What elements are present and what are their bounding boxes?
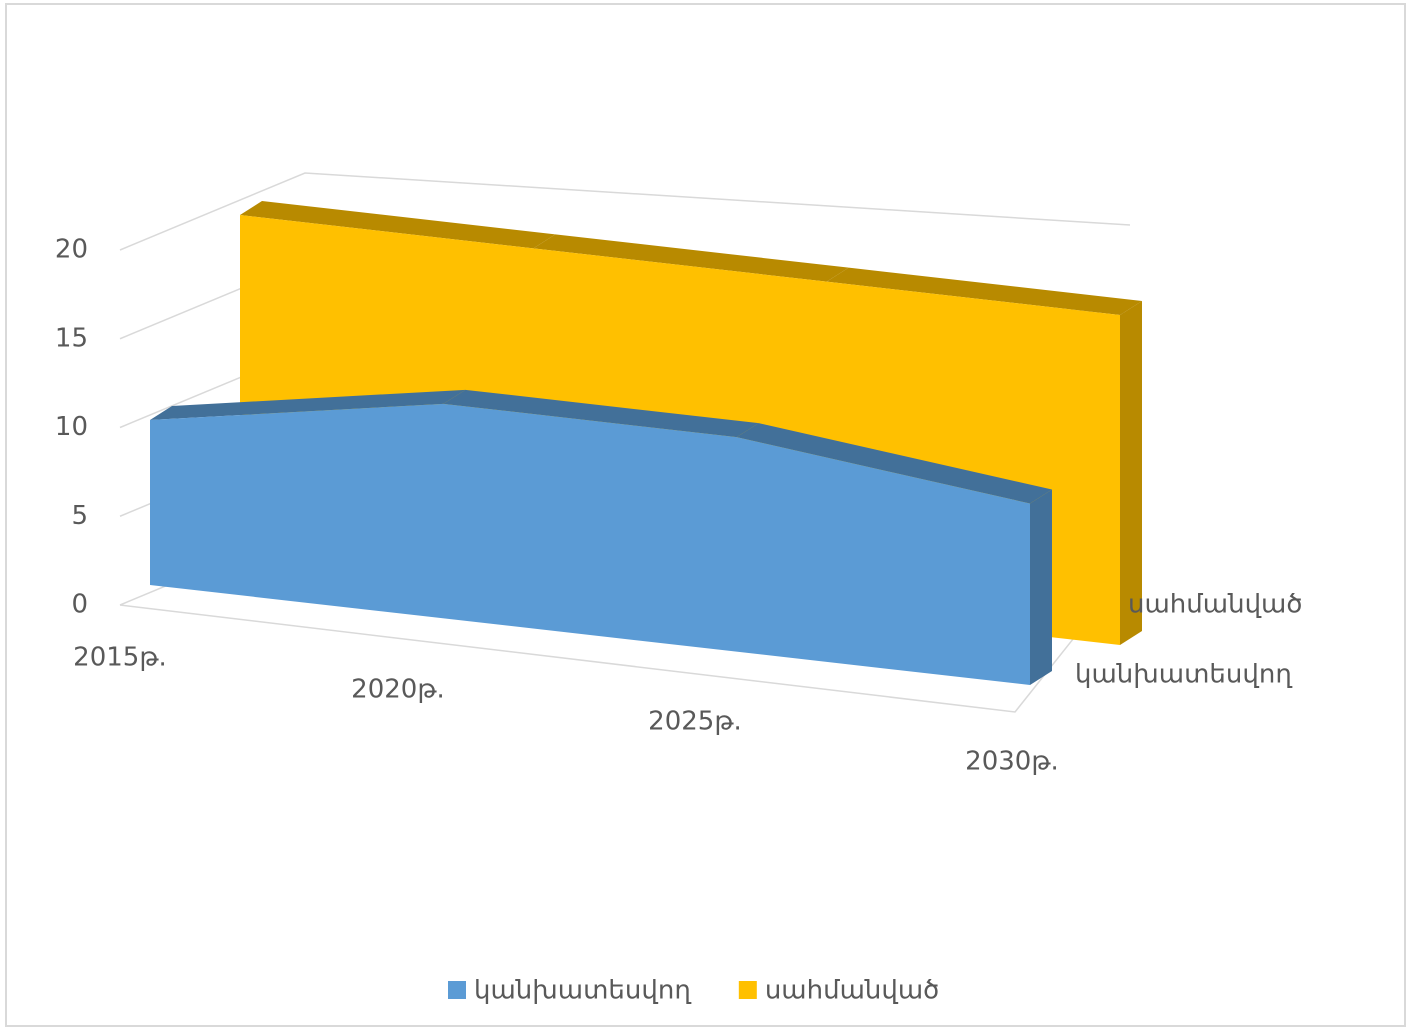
area-side <box>1030 489 1052 685</box>
grid-line <box>119 172 1131 251</box>
legend-swatch <box>738 981 757 999</box>
area-top <box>240 201 556 249</box>
x-tick-label: 2025թ. <box>648 707 742 737</box>
depth-label: սահմանված <box>1128 590 1303 620</box>
legend-label: սահմանված <box>765 976 940 1006</box>
y-tick-label: 0 <box>71 590 88 620</box>
depth-label: կանխատեսվող <box>1075 660 1292 690</box>
y-tick-label: 20 <box>55 235 88 265</box>
area <box>150 403 1030 685</box>
x-tick-label: 2030թ. <box>965 747 1059 777</box>
x-tick-label: 2020թ. <box>351 675 445 705</box>
x-tick-label: 2015թ. <box>73 643 167 673</box>
area-side <box>1120 301 1142 645</box>
legend-swatch <box>448 981 466 999</box>
y-tick-label: 10 <box>55 412 88 442</box>
legend-label: կանխատեսվող <box>474 976 691 1006</box>
area-top <box>150 389 466 420</box>
area-top <box>826 267 1142 315</box>
y-tick-label: 5 <box>71 501 88 531</box>
area-top <box>443 389 759 438</box>
y-tick-label: 15 <box>55 323 88 353</box>
area-top <box>533 234 849 282</box>
area-top <box>736 423 1052 504</box>
